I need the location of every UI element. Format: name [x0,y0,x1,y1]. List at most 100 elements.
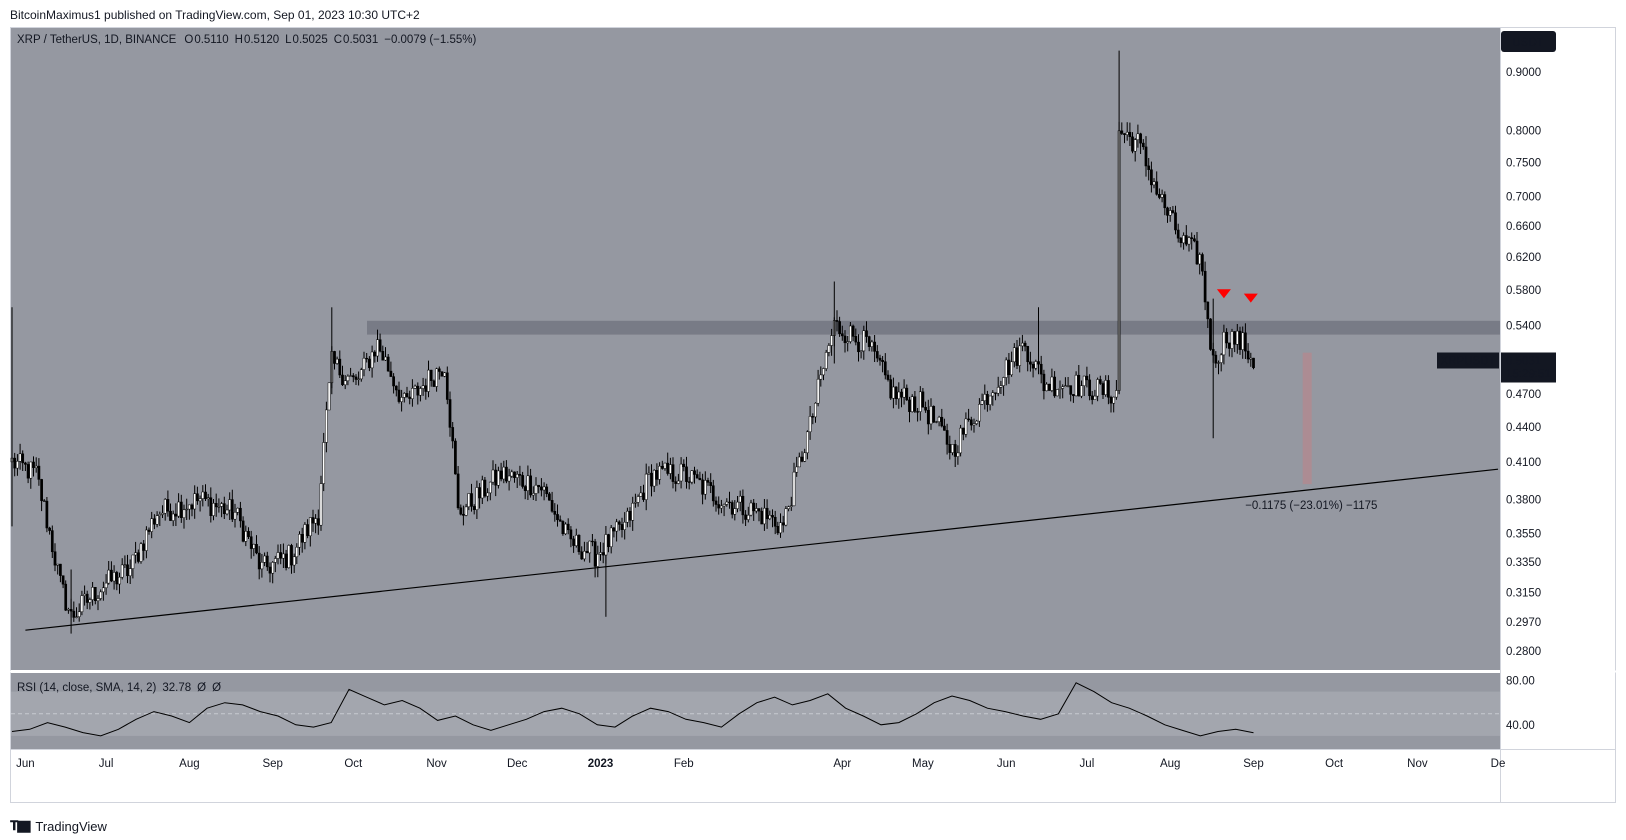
candle-body [975,420,979,424]
price-tick-10: 0.4100 [1506,457,1541,469]
candle-body [870,341,874,347]
candle-body [351,375,355,378]
candle-body [75,616,78,618]
candle-body [29,461,33,479]
candle-body [136,552,140,562]
candle-body [572,538,575,546]
candle-body [588,540,592,554]
candle-body [846,341,850,344]
candle-body [290,545,293,566]
footer-brand[interactable]: 𝐓▇ TradingView [10,818,107,834]
candle-body [1139,133,1142,144]
candle-body [1055,389,1059,397]
candle-body [599,552,602,555]
candle-body [601,552,605,556]
candle-body [311,517,315,524]
candle-body [440,371,444,377]
candle-body [908,399,911,412]
candle-body [131,554,135,569]
candle-body [730,502,734,515]
candle-body [1074,374,1078,397]
candle-body [698,477,702,481]
price-tick-9: 0.4400 [1506,422,1541,434]
candle-body [252,544,256,549]
candle-body [749,502,753,516]
candle-body [1158,194,1161,198]
candle-body [972,423,976,426]
price-axis[interactable]: 0.9000 0.8000 0.7500 0.7000 0.6600 0.6200 0.58… [1506,67,1541,658]
candle-body [867,336,871,347]
candle-body [1082,375,1086,386]
candle-body [787,506,790,509]
candle-body [752,502,756,512]
candle-body [760,510,764,525]
candle-body [781,522,785,526]
candle-body [368,358,371,369]
rsi-label: RSI (14, close, SMA, 14, 2) [17,682,157,694]
candle-body [1214,354,1218,364]
markers [1216,289,1258,303]
open-label: O [184,34,193,46]
candle-body [1193,238,1196,242]
candle-body [220,503,223,507]
candle-body [1029,361,1032,365]
candle-body [45,500,49,529]
candle-body [96,598,100,602]
candle-body [663,462,667,469]
candle-body [695,474,699,479]
currency-badge[interactable]: USDT [1501,31,1556,52]
footer-brand-text: TradingView [35,818,107,834]
candle-body [212,503,215,516]
time-tick-10: May [912,758,934,770]
candle-body [459,507,463,515]
candle-body [819,374,823,380]
candle-body [1160,194,1164,198]
candle-body [491,469,495,483]
candle-body [300,534,304,543]
candle-body [596,553,600,567]
candle-body [566,523,570,531]
candle-body [583,551,586,560]
price-tick-12: 0.3550 [1506,528,1541,540]
candle-body [771,515,774,518]
candle-body [789,505,793,507]
candle-body [1115,390,1118,398]
ascending-support-line [25,468,1499,631]
candle-body [193,493,197,510]
candle-body [271,562,275,574]
candle-body [894,386,898,400]
candle-body [1246,350,1250,360]
candle-body [983,394,987,401]
candle-body [513,471,516,478]
price-chart[interactable]: −0.1175 (−23.01%) −1175 XRP / TetherUS, … [10,27,1616,803]
candle-body [843,335,847,344]
candle-body [1080,385,1083,397]
candle-body [545,486,549,495]
candle-body [754,508,758,512]
candle-body [682,463,686,468]
candle-body [424,385,428,392]
candle-body [244,531,248,542]
candle-body [784,508,788,526]
candle-body [448,399,452,428]
candle-body [669,464,672,474]
candle-body [188,504,191,510]
candle-body [327,382,331,411]
price-tick-16: 0.2800 [1506,646,1541,658]
time-axis[interactable]: Jun Jul Aug Sep Oct Nov Dec 2023 Feb Apr May Jun Jul… [16,758,1505,770]
candle-body [738,495,742,503]
candle-body [478,487,481,499]
candle-body [1244,332,1247,352]
candle-body [1112,396,1116,404]
candle-body [816,378,820,404]
candle-body [112,572,116,582]
candle-body [703,480,707,495]
candle-body [349,375,352,377]
candle-body [177,501,180,517]
candle-body [720,505,723,509]
candle-body [405,393,409,398]
candle-body [333,351,336,364]
candle-body [883,361,887,376]
candle-body [163,499,167,514]
candle-body [185,508,189,511]
